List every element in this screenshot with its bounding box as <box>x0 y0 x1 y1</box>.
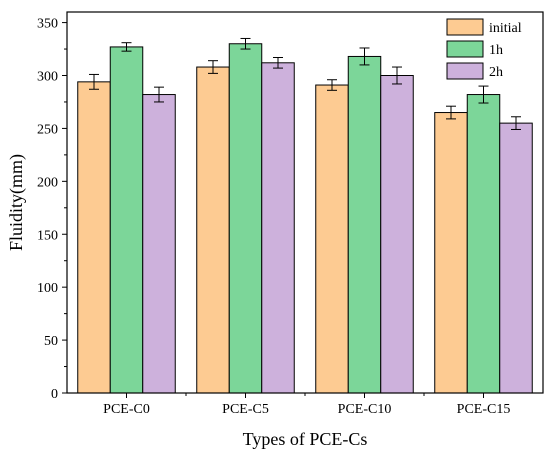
y-tick-label: 200 <box>37 175 58 190</box>
legend-swatch-1h <box>446 40 484 58</box>
legend-label-1h: 1h <box>489 43 503 58</box>
bar-1h <box>228 43 263 394</box>
bar-initial <box>196 66 230 394</box>
legend-label-initial: initial <box>489 21 522 36</box>
bar-initial <box>434 112 468 394</box>
bar-initial <box>315 84 349 394</box>
bar-1h <box>109 46 144 394</box>
legend-label-2h: 2h <box>489 65 503 80</box>
legend-swatch-initial <box>446 18 484 36</box>
x-tick-label: PCE-C10 <box>338 402 392 417</box>
bar-2h <box>261 62 295 394</box>
y-tick-label: 50 <box>44 334 58 349</box>
y-tick-label: 0 <box>51 387 58 402</box>
bar-2h <box>380 75 414 394</box>
legend-swatch-2h <box>446 62 484 80</box>
y-tick-label: 100 <box>37 281 58 296</box>
y-tick-label: 150 <box>37 228 58 243</box>
y-axis-title: Fluidity(mm) <box>6 154 27 251</box>
y-tick-label: 250 <box>37 122 58 137</box>
x-tick-label: PCE-C5 <box>222 402 269 417</box>
bar-initial <box>77 81 111 394</box>
y-axis: 0 50 100 150 200 250 300 350 <box>37 17 67 402</box>
x-tick-label: PCE-C0 <box>103 402 150 417</box>
bar-2h <box>499 122 533 394</box>
bar-1h <box>347 55 382 394</box>
x-tick-label: PCE-C15 <box>457 402 511 417</box>
y-tick-label: 300 <box>37 70 58 85</box>
x-axis-title: Types of PCE-Cs <box>243 429 368 449</box>
x-axis: PCE-C0 PCE-C5 PCE-C10 PCE-C15 <box>103 393 510 417</box>
bars-layer <box>77 43 533 394</box>
bar-2h <box>142 94 176 394</box>
y-tick-label: 350 <box>37 17 58 32</box>
bar-1h <box>466 94 501 394</box>
legend: initial 1h 2h <box>446 18 522 80</box>
error-bars-layer <box>89 37 521 130</box>
